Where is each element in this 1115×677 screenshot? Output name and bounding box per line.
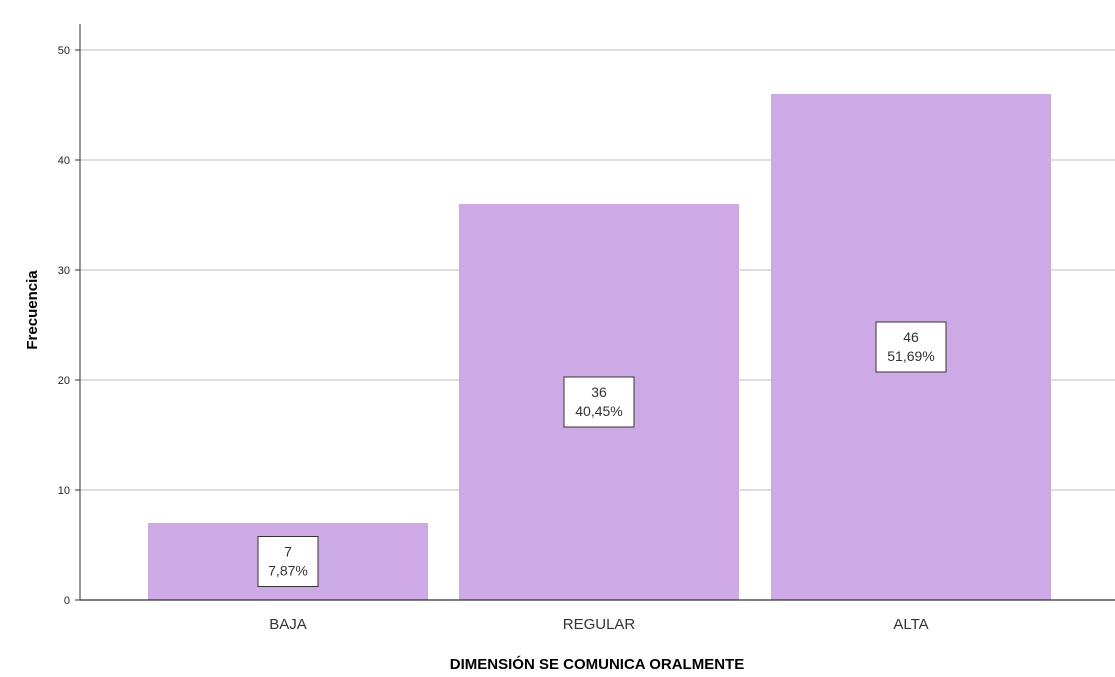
x-axis-title: DIMENSIÓN SE COMUNICA ORALMENTE (450, 655, 744, 673)
data-label-count: 36 (591, 384, 607, 400)
y-axis-ticks: 0 10 20 30 40 50 (58, 45, 80, 607)
x-axis-categories: BAJA REGULAR ALTA (269, 616, 928, 633)
y-axis-title: Frecuencia (24, 270, 41, 350)
x-category-label: ALTA (893, 616, 928, 633)
data-label-box (563, 376, 635, 428)
y-tick-label: 30 (58, 265, 70, 277)
data-label-percent: 7,87% (268, 563, 308, 579)
data-label: 36 40,45% (563, 376, 635, 428)
data-labels: 7 7,87% 36 40,45% 46 51,69% (257, 321, 947, 587)
data-label: 46 51,69% (875, 321, 947, 373)
y-tick-label: 40 (58, 155, 70, 167)
data-label-percent: 51,69% (887, 348, 934, 364)
data-label-box (875, 321, 947, 373)
y-tick-label: 0 (64, 595, 70, 607)
x-category-label: REGULAR (563, 616, 636, 633)
x-category-label: BAJA (269, 616, 307, 633)
data-label-box (257, 536, 319, 587)
data-label-count: 46 (903, 329, 919, 345)
data-label-percent: 40,45% (575, 403, 622, 419)
y-tick-label: 10 (58, 485, 70, 497)
y-tick-label: 50 (58, 45, 70, 57)
data-label: 7 7,87% (257, 536, 319, 587)
data-label-count: 7 (284, 544, 292, 560)
y-tick-label: 20 (58, 375, 70, 387)
